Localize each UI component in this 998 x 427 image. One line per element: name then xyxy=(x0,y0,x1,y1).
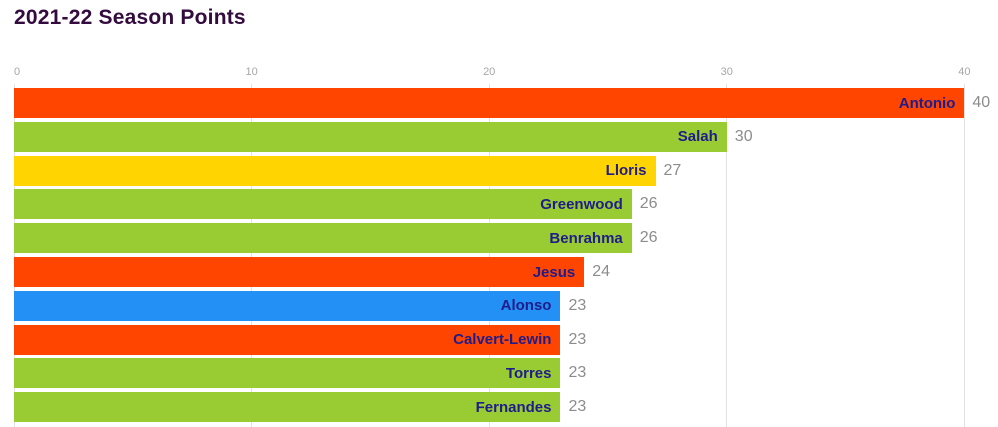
bar-row: Benrahma 26 xyxy=(0,223,998,254)
bar-value-label: 26 xyxy=(639,195,658,213)
bar-value-label: 23 xyxy=(568,296,587,314)
bar-category-label: Salah xyxy=(677,128,718,146)
bar-category-label: Benrahma xyxy=(549,229,623,247)
bar-row: Salah 30 xyxy=(0,121,998,152)
bar-row: Jesus 24 xyxy=(0,257,998,287)
bar-row: Fernandes 23 xyxy=(0,392,998,423)
bar-category-label: Alonso xyxy=(500,297,552,315)
bar-torres[interactable]: Torres xyxy=(14,358,561,389)
bar-category-label: Calvert-Lewin xyxy=(453,331,552,349)
bar-category-label: Jesus xyxy=(532,263,576,281)
bar-value-label: 26 xyxy=(639,229,658,247)
bar-category-label: Fernandes xyxy=(475,398,552,416)
bar-lloris[interactable]: Lloris xyxy=(14,155,656,186)
bar-greenwood[interactable]: Greenwood xyxy=(14,189,632,220)
bar-category-label: Antonio xyxy=(898,94,956,112)
x-axis-tick-label: 0 xyxy=(13,66,21,78)
gridline xyxy=(13,84,15,427)
bar-row: Greenwood 26 xyxy=(0,189,998,220)
bar-benrahma[interactable]: Benrahma xyxy=(14,223,632,254)
bar-value-label: 23 xyxy=(568,330,587,348)
bar-value-label: 27 xyxy=(663,161,682,179)
gridline xyxy=(963,84,965,427)
bar-fernandes[interactable]: Fernandes xyxy=(14,392,561,423)
bar-value-label: 23 xyxy=(568,398,587,416)
bar-calvert-lewin[interactable]: Calvert-Lewin xyxy=(14,324,561,355)
gridline xyxy=(251,84,253,427)
bar-row: Alonso 23 xyxy=(0,290,998,321)
x-axis-tick-label: 20 xyxy=(483,66,496,78)
bar-row: Antonio 40 xyxy=(0,88,998,118)
gridline xyxy=(726,84,728,427)
bar-category-label: Torres xyxy=(505,364,552,382)
bar-value-label: 24 xyxy=(592,263,611,280)
bar-row: Calvert-Lewin 23 xyxy=(0,324,998,355)
bar-jesus[interactable]: Jesus xyxy=(14,257,585,287)
bar-salah[interactable]: Salah xyxy=(14,121,727,152)
bar-value-label: 23 xyxy=(568,364,587,382)
bar-row: Lloris 27 xyxy=(0,155,998,186)
bar-antonio[interactable]: Antonio xyxy=(14,88,965,118)
bar-row: Torres 23 xyxy=(0,358,998,389)
bar-alonso[interactable]: Alonso xyxy=(14,290,561,321)
chart-title: 2021-22 Season Points xyxy=(14,6,246,29)
bar-category-label: Greenwood xyxy=(540,195,623,213)
bar-category-label: Lloris xyxy=(605,162,647,180)
bar-value-label: 30 xyxy=(734,127,753,145)
bar-value-label: 40 xyxy=(972,94,991,111)
x-axis-tick-label: 10 xyxy=(245,66,258,78)
x-axis-tick-label: 40 xyxy=(958,66,971,78)
x-axis-tick-label: 30 xyxy=(720,66,733,78)
gridline xyxy=(488,84,490,427)
